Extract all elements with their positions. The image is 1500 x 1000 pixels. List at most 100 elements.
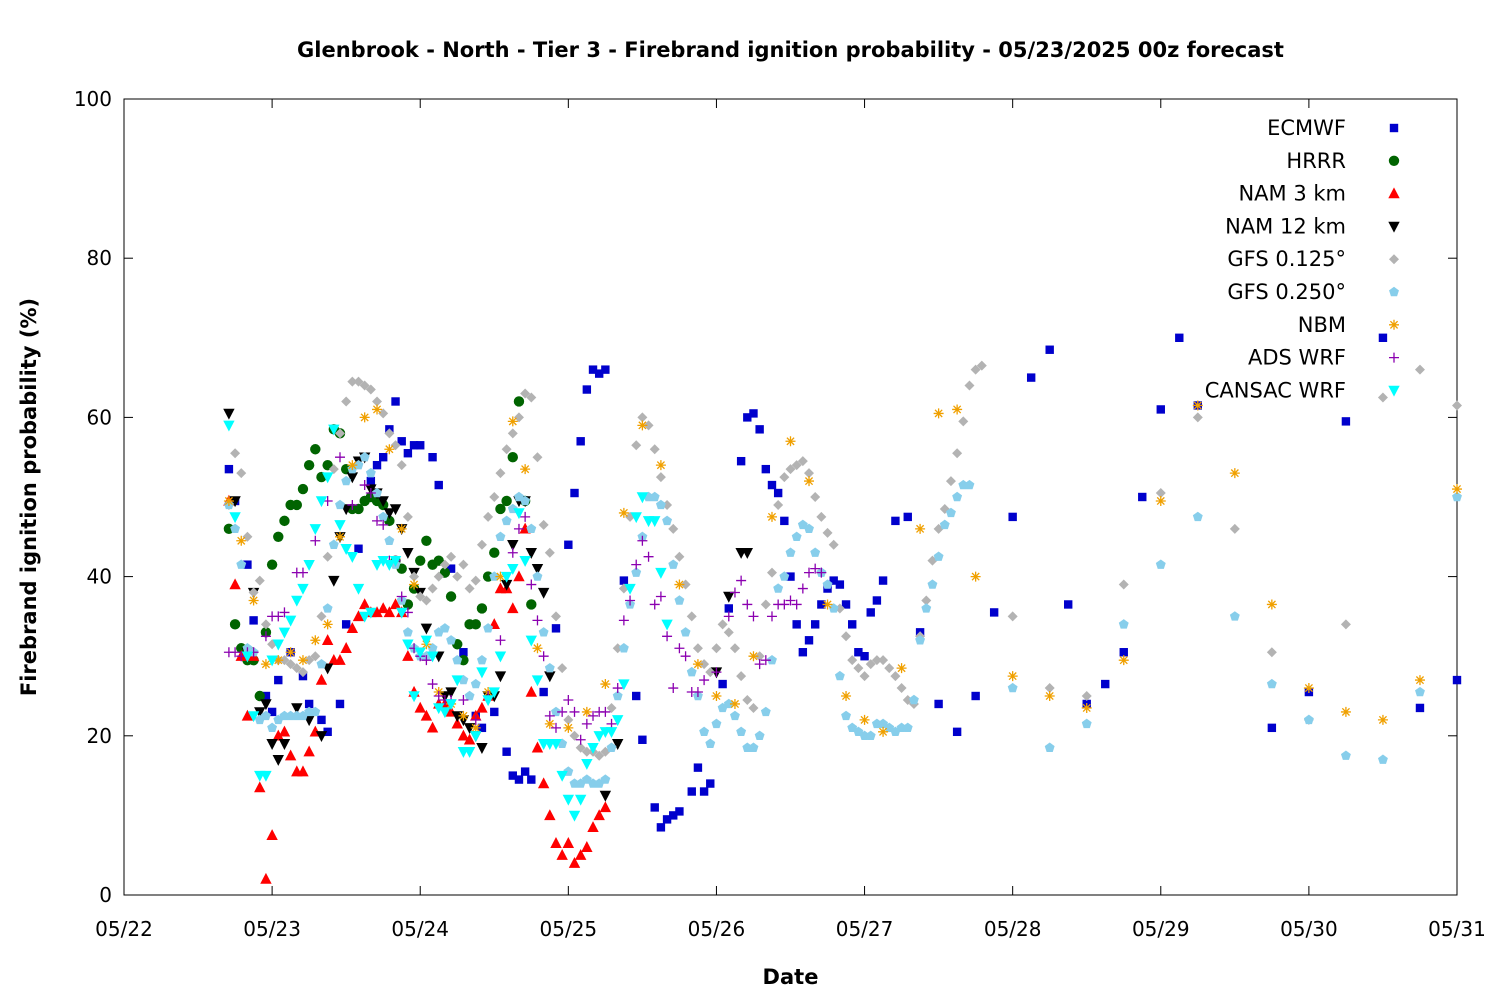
data-point [322, 619, 333, 630]
data-point [470, 714, 481, 725]
data-point [433, 703, 445, 715]
data-point [310, 706, 321, 717]
data-point [1044, 683, 1055, 694]
data-point [1155, 495, 1166, 506]
data-point [317, 715, 326, 725]
data-point [878, 576, 888, 585]
data-point [760, 706, 771, 717]
data-point [272, 754, 284, 766]
data-point [1340, 706, 1351, 717]
data-point [686, 611, 697, 622]
data-point [668, 559, 679, 569]
data-point [618, 507, 629, 518]
data-point [587, 743, 599, 754]
data-point [723, 611, 734, 622]
data-point [569, 706, 580, 717]
data-point [866, 608, 875, 617]
data-point [896, 663, 907, 674]
data-point [748, 611, 759, 622]
data-point [655, 460, 666, 471]
data-point [315, 673, 328, 685]
legend-label: GFS 0.125° [1227, 247, 1346, 271]
data-point [915, 523, 926, 534]
data-point [767, 480, 777, 490]
y-tick-label: 40 [87, 565, 112, 589]
data-point [526, 579, 537, 590]
data-point [1008, 512, 1017, 522]
data-point [780, 516, 789, 526]
data-point [279, 607, 290, 618]
data-point [1155, 488, 1166, 499]
data-point [384, 535, 395, 545]
data-point [483, 623, 494, 633]
data-point [260, 710, 271, 721]
data-point [321, 634, 334, 645]
data-point [636, 492, 649, 504]
data-point [563, 694, 574, 705]
data-point [223, 495, 234, 506]
data-point [508, 771, 517, 780]
data-point [266, 655, 278, 667]
data-point [347, 460, 358, 471]
data-point [383, 508, 396, 520]
data-point [643, 551, 654, 562]
data-point [828, 539, 839, 550]
legend-label: NAM 12 km [1225, 214, 1346, 238]
data-point [365, 384, 376, 395]
data-point [230, 523, 241, 534]
data-point [674, 579, 685, 590]
data-point [952, 727, 962, 737]
data-point [878, 726, 889, 737]
data-point [594, 369, 604, 378]
data-point [1303, 714, 1314, 725]
data-point [513, 412, 524, 423]
data-point [631, 559, 642, 570]
data-point [476, 743, 488, 754]
data-point [532, 452, 543, 463]
data-point [717, 619, 728, 630]
data-point [507, 452, 518, 463]
data-point [971, 691, 980, 701]
data-point [304, 655, 315, 666]
data-point [723, 627, 734, 638]
data-point [773, 583, 784, 593]
data-point [792, 620, 801, 629]
data-point [526, 523, 537, 534]
y-tick-label: 100 [74, 87, 112, 111]
data-point [384, 428, 395, 439]
data-point [427, 679, 438, 690]
data-point [323, 727, 332, 737]
data-point [718, 679, 727, 689]
data-point [278, 627, 291, 639]
data-point [365, 607, 377, 619]
data-point [766, 611, 777, 622]
data-point [785, 595, 796, 606]
data-point [334, 520, 346, 532]
data-point [229, 512, 241, 524]
data-point [760, 599, 771, 610]
data-point [241, 709, 254, 721]
data-point [500, 579, 513, 591]
data-point [451, 675, 463, 687]
data-point [439, 623, 450, 633]
data-point [266, 829, 278, 840]
data-point [593, 731, 605, 742]
data-point [316, 611, 327, 622]
data-point [353, 376, 364, 387]
data-point [446, 635, 457, 645]
data-point [550, 722, 561, 733]
data-point [341, 475, 352, 486]
legend-label: NAM 3 km [1238, 182, 1346, 206]
y-tick-label: 20 [87, 724, 112, 748]
data-point [223, 420, 235, 432]
x-tick-label: 05/26 [688, 917, 746, 941]
x-tick-label: 05/22 [95, 917, 153, 941]
data-point [760, 655, 771, 666]
data-point [223, 408, 235, 420]
data-point [434, 480, 443, 490]
data-point [309, 524, 322, 536]
legend-label: HRRR [1286, 149, 1346, 173]
data-point [587, 821, 599, 833]
data-point [675, 807, 684, 816]
data-point [236, 559, 247, 569]
